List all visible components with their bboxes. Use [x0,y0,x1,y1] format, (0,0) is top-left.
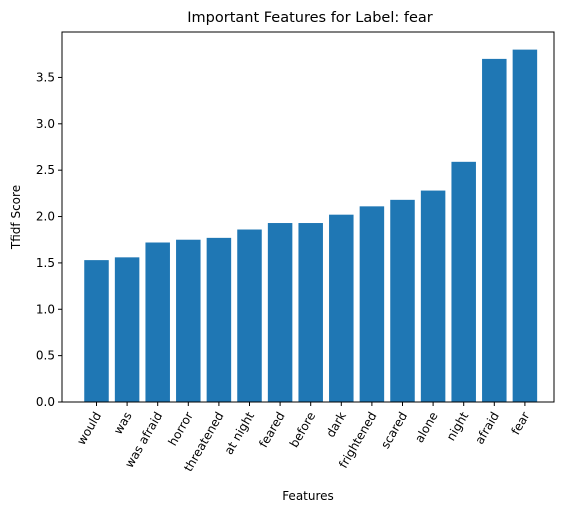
x-tick-label: alone [412,410,441,446]
x-tick-label: was [111,410,135,437]
y-axis: 0.0 0.5 1.0 1.5 2.0 2.5 3.0 3.5 [36,70,62,409]
bar-was-afraid [145,242,170,402]
bar-before [298,223,323,402]
bar-feared [267,223,293,402]
x-tick-label: dark [323,409,349,439]
x-tick-label: at night [222,409,258,457]
bar-at-night [237,229,262,402]
x-tick-label: scared [378,410,410,452]
bar-was [114,257,140,402]
bars-group [84,49,538,403]
bar-threatened [206,237,232,402]
chart-title: Important Features for Label: fear [187,10,433,26]
y-tick-label: 3.5 [36,70,55,84]
bar-frightened [359,206,385,402]
x-tick-label: afraid [472,410,502,447]
y-tick-label: 1.0 [36,302,55,316]
y-tick-label: 1.5 [36,256,55,270]
x-tick-label: before [287,410,318,450]
x-tick-label: would [74,410,104,448]
bar-afraid [482,58,507,402]
bar-would [84,260,109,402]
bar-dark [329,214,354,402]
y-axis-label: Tfidf Score [9,185,23,250]
x-tick-label: feared [256,410,287,450]
x-tick-label: night [444,409,472,443]
x-tick-label: fear [508,409,532,437]
bar-horror [176,239,201,402]
bar-fear [512,49,538,403]
y-tick-label: 3.0 [36,117,55,131]
y-tick-label: 0.5 [36,349,55,363]
y-tick-label: 0.0 [36,395,55,409]
y-tick-label: 2.5 [36,163,55,177]
bar-alone [420,190,446,402]
x-axis-label: Features [282,489,334,503]
bar-scared [390,199,415,402]
bar-night [451,161,476,402]
y-tick-label: 2.0 [36,210,55,224]
x-tick-label: horror [165,409,195,448]
